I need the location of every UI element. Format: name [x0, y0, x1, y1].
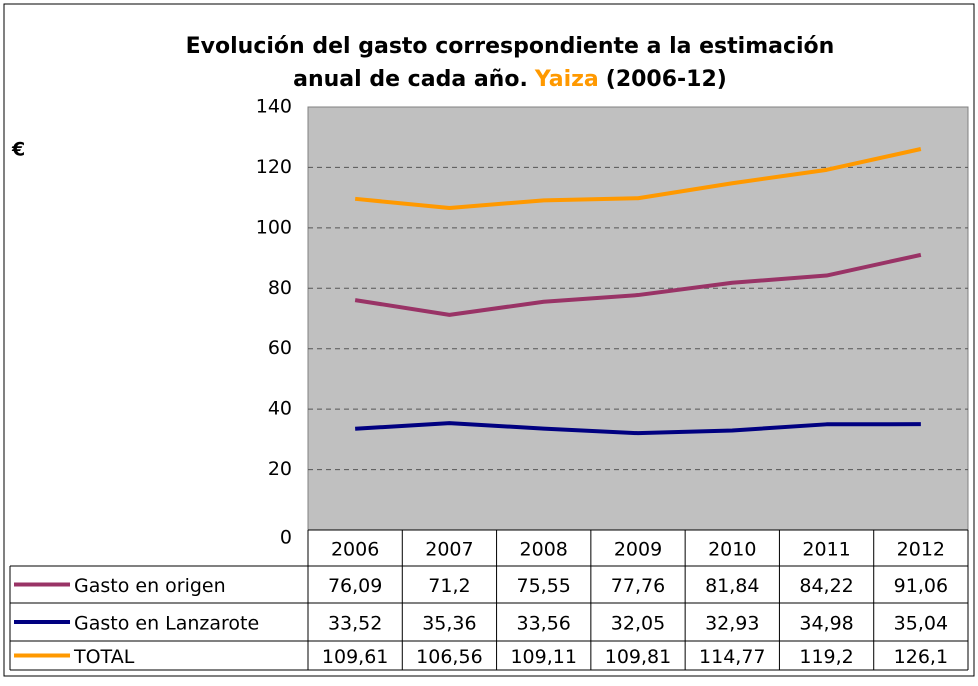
table-value: 106,56: [416, 646, 482, 668]
table-value: 119,2: [799, 646, 853, 668]
y-tick-label: 40: [268, 398, 292, 420]
chart-title-line2: anual de cada año. Yaiza (2006-12): [293, 67, 727, 92]
x-tick-label: 2008: [520, 539, 568, 561]
y-tick-label: 140: [256, 96, 292, 118]
y-tick-label: 20: [268, 458, 292, 480]
y-axis-label: €: [11, 139, 25, 161]
table-value: 32,05: [611, 613, 665, 635]
y-tick-label: 80: [268, 277, 292, 299]
table-value: 77,76: [611, 575, 665, 597]
table-value: 33,52: [328, 613, 382, 635]
title-suffix: (2006-12): [606, 67, 727, 92]
legend-label: Gasto en Lanzarote: [74, 613, 259, 635]
table-value: 126,1: [894, 646, 948, 668]
table-value: 109,11: [510, 646, 576, 668]
table-value: 75,55: [517, 575, 571, 597]
x-tick-label: 2009: [614, 539, 662, 561]
plot-area: [307, 106, 969, 531]
x-tick-label: 2011: [802, 539, 850, 561]
table-value: 84,22: [799, 575, 853, 597]
x-tick-label: 2007: [425, 539, 473, 561]
table-value: 33,56: [517, 613, 571, 635]
table-value: 32,93: [705, 613, 759, 635]
table-value: 81,84: [705, 575, 759, 597]
table-value: 91,06: [894, 575, 948, 597]
table-value: 35,36: [422, 613, 476, 635]
table-value: 109,81: [605, 646, 671, 668]
table-value: 76,09: [328, 575, 382, 597]
x-tick-label: 2012: [897, 539, 945, 561]
y-tick-label: 60: [268, 337, 292, 359]
title-highlight: Yaiza: [534, 67, 599, 92]
line-series: [354, 252, 922, 317]
table-value: 109,61: [322, 646, 388, 668]
legend-label: TOTAL: [73, 646, 135, 668]
table-value: 35,04: [894, 613, 948, 635]
legend-label: Gasto en origen: [74, 575, 226, 597]
chart-title: Evolución del gasto correspondiente a la…: [186, 34, 835, 59]
table-value: 34,98: [799, 613, 853, 635]
table-value: 114,77: [699, 646, 765, 668]
x-tick-label: 2010: [708, 539, 756, 561]
y-tick-label: 120: [256, 156, 292, 178]
y-tick-label: 0: [280, 527, 292, 549]
line-series: [354, 147, 922, 211]
x-tick-label: 2006: [331, 539, 379, 561]
title-text: anual de cada año.: [293, 67, 528, 92]
table-value: 71,2: [428, 575, 470, 597]
y-tick-label: 100: [256, 216, 292, 238]
line-series: [355, 421, 921, 436]
